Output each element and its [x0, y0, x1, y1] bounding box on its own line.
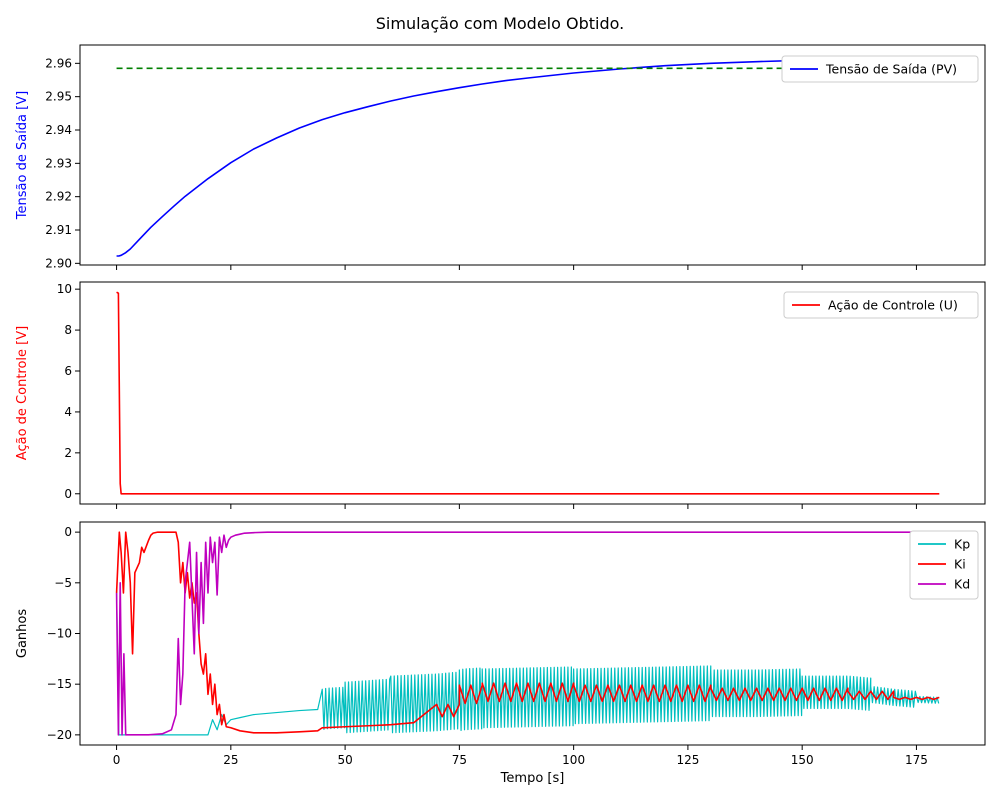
y-axis-label: Tensão de Saída [V]: [15, 91, 30, 220]
x-tick-label: 75: [452, 753, 467, 767]
legend-label: Ki: [954, 557, 966, 572]
y-tick-label: 2.93: [45, 156, 72, 170]
y-tick-label: −15: [47, 677, 72, 691]
legend-label: Kp: [954, 537, 970, 552]
y-tick-label: 2.90: [45, 256, 72, 270]
series-line-kd: [115, 531, 940, 736]
subplot-1: 2.90 2.91 2.92 2.93 2.94 2.95 2.96 Tensão de Sa…: [15, 44, 986, 270]
y-tick-label: 8: [64, 323, 72, 337]
y-tick-label: 0: [64, 487, 72, 501]
axes-frame: [79, 281, 986, 505]
legend-box: [909, 530, 979, 600]
y-tick-label: −10: [47, 627, 72, 641]
y-tick-label: 2.94: [45, 123, 72, 137]
y-tick-label: −5: [54, 576, 72, 590]
y-tick-label: 6: [64, 364, 72, 378]
y-axis-label: Ganhos: [15, 609, 30, 658]
y-tick-label: 2.92: [45, 190, 72, 204]
y-tick-label: 2: [64, 446, 72, 460]
series-line-tens-o-de-sa-da-pv-: [116, 58, 940, 257]
x-tick-label: 25: [223, 753, 238, 767]
y-tick-label: 10: [57, 282, 72, 296]
y-axis-label: Ação de Controle [V]: [15, 326, 30, 460]
legend-box: [781, 55, 979, 83]
legend-box: [783, 291, 979, 319]
subplot-2: 0 2 4 6 8 10 Ação de Controle [V] Ação de Contr…: [15, 281, 986, 509]
y-tick-label: 4: [64, 405, 72, 419]
series-line-kp: [115, 587, 940, 736]
legend-label: Tensão de Saída (PV): [825, 62, 957, 77]
y-tick-label: 0: [64, 525, 72, 539]
x-tick-label: 175: [905, 753, 928, 767]
y-tick-label: 2.91: [45, 223, 72, 237]
y-tick-label: −20: [47, 728, 72, 742]
x-tick-label: 0: [113, 753, 121, 767]
x-tick-label: 125: [676, 753, 699, 767]
x-tick-label: 50: [337, 753, 352, 767]
y-tick-label: 2.95: [45, 90, 72, 104]
axes-frame: [79, 44, 986, 266]
subplot-3: −20 −15 −10 −5 0 0 25 50 75 100 125 150 175 Ganhos Tem…: [15, 521, 986, 786]
legend: Kp Ki Kd: [909, 530, 979, 600]
legend: Tensão de Saída (PV): [781, 55, 979, 83]
legend-label: Ação de Controle (U): [828, 298, 958, 313]
x-tick-label: 100: [562, 753, 585, 767]
legend-label: Kd: [954, 577, 970, 592]
y-tick-label: 2.96: [45, 56, 72, 70]
x-tick-label: 150: [791, 753, 814, 767]
series-line-a-o-de-controle-u-: [116, 291, 940, 495]
x-axis-label: Tempo [s]: [500, 771, 565, 786]
figure-title: Simulação com Modelo Obtido.: [376, 14, 624, 33]
series-line-ki: [115, 531, 940, 734]
legend: Ação de Controle (U): [783, 291, 979, 319]
